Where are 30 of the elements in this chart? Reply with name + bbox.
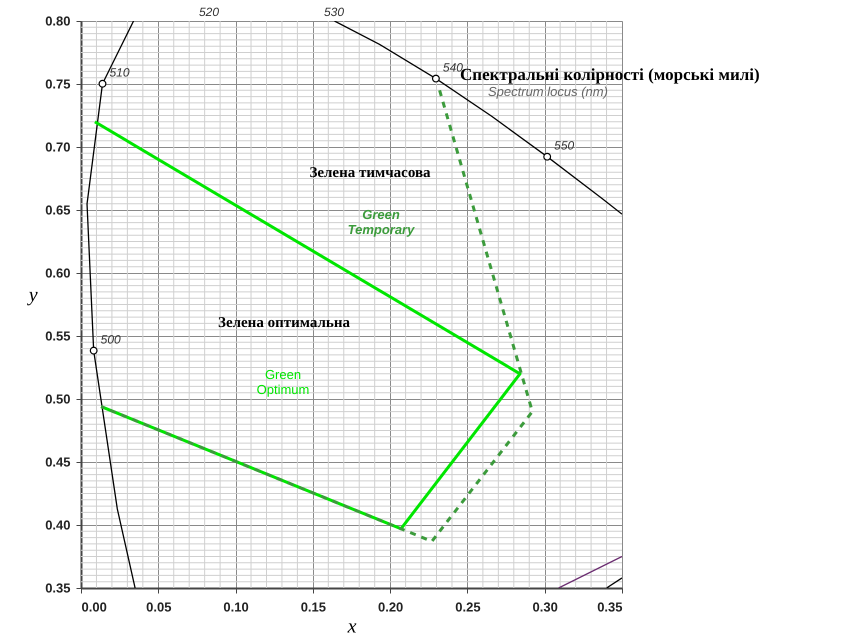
x-tick-label: 0.00 [82, 600, 107, 614]
annotation: Зелена тимчасова [309, 165, 432, 181]
text: 520 [198, 5, 220, 19]
y-tick-label: 0.40 [45, 518, 70, 532]
y-tick-label: 0.45 [45, 454, 70, 470]
line-series [86, 21, 136, 588]
x-tick-label: 0.20 [378, 600, 404, 614]
y-tick-label: 0.55 [45, 328, 70, 344]
annotation: 510 [109, 66, 130, 80]
y-axis-title: y [26, 284, 38, 306]
x-tick-label: 0.05 [146, 600, 172, 614]
x-tick-label: 0.30 [532, 600, 558, 614]
x-tick-label: 0.35 [597, 600, 622, 614]
annotation: Зелена оптимальна [218, 315, 350, 331]
x-tick-label: 0.10 [223, 600, 249, 614]
annotation: Spectrum locus (nm) [488, 84, 608, 99]
x-axis-title: x [346, 616, 357, 638]
y-tick-label: 0.35 [45, 580, 70, 596]
y-tick-label: 0.60 [45, 266, 70, 280]
x-tick-label: 0.15 [300, 600, 326, 614]
y-tick-label: 0.65 [45, 202, 70, 218]
y-tick-label: 0.70 [45, 140, 70, 154]
text: 530 [324, 5, 344, 19]
y-tick-label: 0.75 [45, 76, 70, 92]
y-tick-label: 0.50 [45, 392, 70, 406]
annotation: Green Optimum [256, 367, 310, 397]
annotation: Green Temporary [348, 207, 416, 237]
annotation: 500 [100, 332, 122, 347]
y-tick-label: 0.80 [45, 14, 70, 28]
x-tick-label: 0.25 [455, 600, 481, 614]
